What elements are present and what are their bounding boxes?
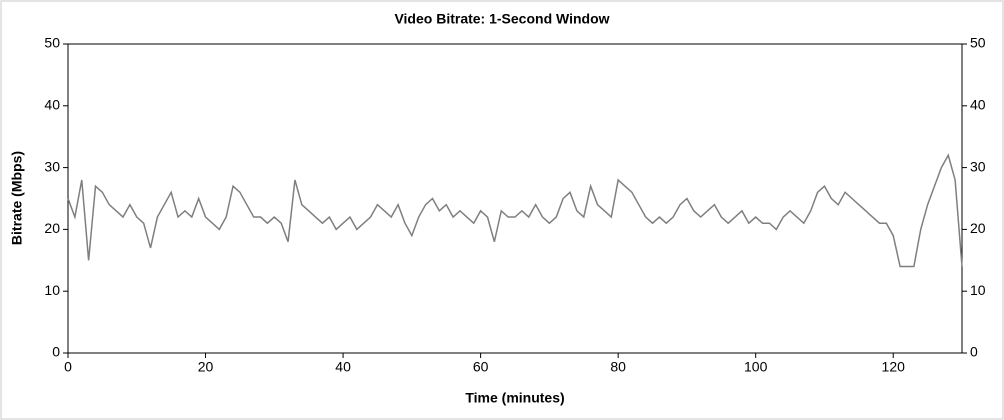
- x-tick-label: 120: [882, 359, 906, 375]
- x-tick-label: 80: [610, 359, 626, 375]
- chart-title: Video Bitrate: 1-Second Window: [394, 11, 609, 27]
- y-tick-label: 40: [44, 97, 60, 113]
- x-tick-label: 60: [473, 359, 489, 375]
- x-tick-label: 20: [198, 359, 214, 375]
- y2-tick-label: 40: [970, 97, 986, 113]
- y-tick-label: 0: [52, 344, 60, 360]
- x-axis-label: Time (minutes): [465, 390, 564, 406]
- x-tick-label: 0: [64, 359, 72, 375]
- y2-tick-label: 20: [970, 220, 986, 236]
- y2-tick-label: 10: [970, 282, 986, 298]
- y2-tick-label: 0: [970, 344, 978, 360]
- y2-tick-label: 30: [970, 158, 986, 174]
- data-line: [67, 153, 963, 268]
- y2-tick-label: 50: [970, 35, 986, 51]
- y-tick-label: 10: [44, 282, 60, 298]
- y-tick-label: 20: [44, 220, 60, 236]
- y-tick-label: 30: [44, 158, 60, 174]
- y-axis-label: Bitrate (Mbps): [9, 151, 25, 245]
- x-tick-label: 40: [335, 359, 351, 375]
- y-tick-label: 50: [44, 35, 60, 51]
- x-tick-label: 100: [744, 359, 768, 375]
